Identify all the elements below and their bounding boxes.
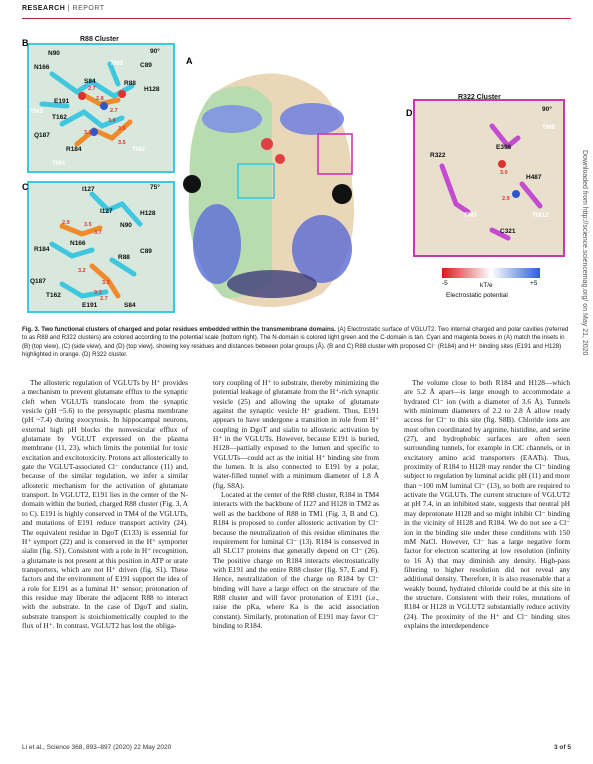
label: R184 — [34, 246, 50, 253]
page-footer: Li et al., Science 368, 893–897 (2020) 2… — [22, 744, 571, 751]
label: R322 — [430, 152, 446, 159]
label: Q187 — [34, 132, 50, 139]
label: E396 — [496, 144, 512, 151]
panel-d-letter: D — [406, 108, 413, 118]
label: I127 — [82, 186, 95, 193]
label: R88 — [124, 80, 136, 87]
distance: 3.5 — [118, 140, 126, 146]
label: T162 — [52, 114, 67, 121]
distance: 3.2 — [78, 268, 86, 274]
label: TM3 — [30, 108, 43, 115]
download-notice: Downloaded from http://science.sciencema… — [581, 150, 588, 356]
label: TM2 — [132, 146, 145, 153]
label: N166 — [70, 240, 86, 247]
figure-caption: Fig. 3. Two functional clusters of charg… — [22, 326, 570, 360]
panel-d-frame — [413, 99, 565, 257]
distance: 3.0 — [500, 170, 508, 176]
label: E191 — [54, 98, 70, 105]
label: R88 — [118, 254, 130, 261]
panel-b-highlight — [74, 91, 133, 147]
distance: 3.2 — [102, 280, 110, 286]
label: E191 — [82, 302, 98, 309]
caption-lead: Fig. 3. Two functional clusters of charg… — [22, 326, 336, 333]
label: TM12 — [532, 212, 549, 219]
figure-3: B R88 Cluster 90° N90 N166 TM3 C89 S84 R… — [22, 34, 570, 316]
label: S84 — [124, 302, 136, 309]
paragraph: The allosteric regulation of VGLUTs by H… — [22, 378, 188, 630]
label: T162 — [46, 292, 61, 299]
electrostatic-scale-bar — [442, 268, 540, 278]
label: TM9 — [542, 124, 555, 131]
label: I127 — [100, 208, 113, 215]
distance: 2.8 — [96, 96, 104, 102]
scale-min: -5 — [442, 280, 448, 287]
text-column-2: tory coupling of H⁺ to substrate, thereb… — [213, 378, 379, 630]
distance: 3.2 — [84, 130, 92, 136]
distance: 2.9 — [62, 220, 70, 226]
header-separator: | — [67, 5, 71, 12]
panel-b-letter: B — [22, 38, 29, 48]
header-rule — [22, 18, 571, 19]
panel-a-protein — [183, 73, 354, 308]
panel-a-letter: A — [186, 56, 193, 66]
panel-d-title: R322 Cluster — [458, 94, 501, 101]
distance: 3.5 — [84, 222, 92, 228]
page-number: 3 of 5 — [554, 744, 571, 751]
distance: 3.8 — [108, 118, 116, 124]
paragraph: tory coupling of H⁺ to substrate, thereb… — [213, 378, 379, 490]
label: N90 — [120, 222, 132, 229]
scale-unit: kT/e — [480, 282, 493, 289]
distance: 3.3 — [94, 290, 102, 296]
panel-b-rotation: 90° — [150, 48, 160, 55]
label: H128 — [144, 86, 160, 93]
section-label: RESEARCH — [22, 5, 66, 12]
scale-label: Electrostatic potential — [446, 292, 508, 299]
label: S84 — [84, 78, 96, 85]
paragraph: Located at the center of the R88 cluster… — [213, 490, 379, 630]
label: C89 — [140, 62, 152, 69]
panel-d-rotation: 90° — [542, 106, 552, 113]
text-column-3: The volume close to both R184 and H128—w… — [404, 378, 570, 630]
label: TM4 — [52, 160, 65, 167]
distance: 3.7 — [94, 230, 102, 236]
distance: 2.7 — [110, 108, 118, 114]
label: H487 — [526, 174, 542, 181]
paragraph: The volume close to both R184 and H128—w… — [404, 378, 570, 630]
running-header: RESEARCH | REPORT — [22, 5, 105, 12]
caption-body: (A) Electrostatic surface of VGLUT2. Two… — [22, 326, 569, 359]
distance: 3.5 — [118, 126, 126, 132]
label: TM7 — [464, 212, 477, 219]
scale-max: +5 — [530, 280, 538, 287]
citation: Li et al., Science 368, 893–897 (2020) 2… — [22, 744, 172, 751]
article-type: REPORT — [72, 5, 105, 12]
figure-artwork — [27, 43, 565, 313]
distance: 2.7 — [88, 86, 96, 92]
label: TM3 — [110, 60, 123, 67]
distance: 2.7 — [100, 296, 108, 302]
label: N90 — [48, 50, 60, 57]
panel-b-title: R88 Cluster — [80, 36, 119, 43]
label: Q187 — [30, 278, 46, 285]
label: C321 — [500, 228, 516, 235]
text-column-1: The allosteric regulation of VGLUTs by H… — [22, 378, 188, 630]
label: N166 — [34, 64, 50, 71]
label: H128 — [140, 210, 156, 217]
panel-c-rotation: 75° — [150, 184, 160, 191]
distance: 2.9 — [502, 196, 510, 202]
label: R184 — [66, 146, 82, 153]
panel-c-letter: C — [22, 182, 29, 192]
label: C89 — [140, 248, 152, 255]
